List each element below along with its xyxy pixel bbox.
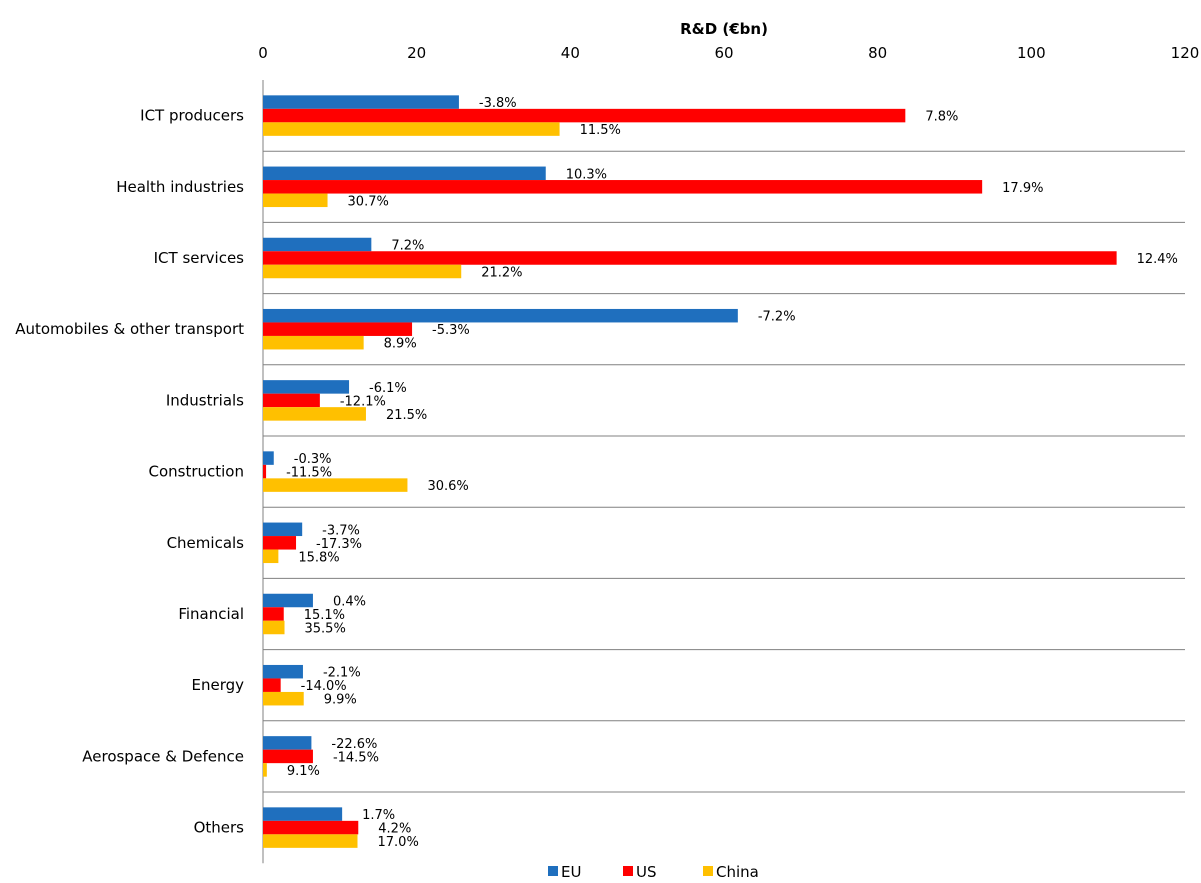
data-label-us: -14.0% (301, 679, 347, 694)
data-label-eu: -7.2% (758, 310, 796, 325)
bar-eu (263, 308, 738, 323)
category-label: Financial (178, 605, 244, 623)
data-label-china: 8.9% (384, 337, 417, 352)
legend-label-eu: EU (561, 863, 581, 881)
data-labels: -3.8% 10.3% 7.2% -7.2% -6.1% -0.3% -3.7% 0.4% -2… (286, 96, 1178, 850)
data-label-eu: -3.7% (322, 523, 360, 538)
legend: EU US China (548, 863, 759, 881)
x-axis-title: R&D (€bn) (680, 20, 768, 38)
bar-us (263, 820, 359, 835)
category-label: Industrials (166, 391, 244, 409)
bar-china (263, 620, 285, 635)
category-label: Chemicals (167, 534, 245, 552)
bar-china (263, 264, 462, 279)
bar-us (263, 749, 313, 764)
bars (263, 95, 1117, 848)
bar-eu (263, 593, 313, 608)
data-label-china: 21.2% (481, 266, 522, 281)
data-label-china: 9.1% (287, 764, 320, 779)
bar-china (263, 335, 364, 350)
bar-us (263, 536, 297, 550)
bar-us (263, 322, 413, 336)
bar-eu (263, 95, 459, 109)
bar-us (263, 251, 1117, 265)
x-axis-ticks: 0 20 40 60 80 100 120 (258, 44, 1199, 62)
data-label-china: 30.7% (348, 194, 389, 209)
category-labels: ICT producers Health industries ICT servic… (15, 107, 244, 837)
data-label-us: -14.5% (333, 750, 379, 765)
data-label-eu: 1.7% (362, 808, 395, 823)
legend-label-china: China (716, 863, 759, 881)
category-label: ICT producers (140, 107, 244, 125)
bar-us (263, 464, 267, 479)
data-label-us: 4.2% (378, 822, 411, 837)
data-label-china: 11.5% (580, 123, 621, 138)
bar-china (263, 478, 408, 492)
category-label: Energy (191, 676, 244, 694)
legend-swatch-eu (548, 866, 558, 876)
bar-eu (263, 522, 303, 537)
data-label-us: 15.1% (304, 608, 345, 623)
category-label: Construction (148, 463, 244, 481)
data-label-eu: -0.3% (294, 452, 332, 467)
data-label-china: 21.5% (386, 408, 427, 423)
category-separators (263, 150, 1185, 793)
data-label-eu: -22.6% (331, 737, 377, 752)
bar-china (263, 549, 279, 564)
bar-us (263, 678, 281, 692)
data-label-eu: -3.8% (479, 96, 517, 111)
data-label-china: 9.9% (324, 693, 357, 708)
legend-label-us: US (636, 863, 657, 881)
bar-china (263, 691, 304, 706)
data-label-china: 35.5% (305, 622, 346, 637)
x-tick-label: 60 (714, 44, 733, 62)
bar-eu (263, 380, 350, 394)
x-tick-label: 20 (407, 44, 426, 62)
bar-china (263, 763, 267, 777)
data-label-eu: 0.4% (333, 595, 366, 610)
bar-eu (263, 664, 303, 679)
data-label-us: -17.3% (316, 537, 362, 552)
data-label-us: -5.3% (432, 323, 470, 338)
category-label: Automobiles & other transport (15, 320, 244, 338)
category-label: ICT services (154, 249, 245, 267)
x-tick-label: 40 (561, 44, 580, 62)
bar-china (263, 407, 366, 421)
bar-eu (263, 451, 274, 465)
data-label-eu: -2.1% (323, 666, 361, 681)
bar-china (263, 834, 358, 848)
data-label-us: 17.9% (1002, 181, 1043, 196)
bar-us (263, 180, 983, 194)
data-label-china: 17.0% (378, 835, 419, 850)
x-tick-label: 120 (1171, 44, 1200, 62)
legend-swatch-china (703, 866, 713, 876)
data-label-china: 30.6% (427, 479, 468, 494)
data-label-us: -11.5% (286, 466, 332, 481)
x-tick-label: 0 (258, 44, 268, 62)
data-label-china: 15.8% (298, 550, 339, 565)
bar-us (263, 607, 284, 621)
category-label: Aerospace & Defence (82, 747, 244, 765)
data-label-eu: 10.3% (566, 167, 607, 182)
x-tick-label: 100 (1017, 44, 1046, 62)
bar-eu (263, 807, 343, 821)
bar-china (263, 122, 560, 136)
category-label: Others (194, 819, 245, 837)
data-label-us: 7.8% (925, 110, 958, 125)
bar-eu (263, 166, 546, 181)
bar-us (263, 393, 320, 408)
data-label-eu: 7.2% (391, 239, 424, 254)
data-label-us: -12.1% (340, 394, 386, 409)
bar-china (263, 193, 328, 208)
legend-swatch-us (623, 866, 633, 876)
bar-us (263, 108, 906, 123)
bar-eu (263, 736, 312, 750)
data-label-us: 12.4% (1137, 252, 1178, 267)
category-label: Health industries (116, 178, 244, 196)
bar-eu (263, 237, 372, 252)
x-tick-label: 80 (868, 44, 887, 62)
data-label-eu: -6.1% (369, 381, 407, 396)
